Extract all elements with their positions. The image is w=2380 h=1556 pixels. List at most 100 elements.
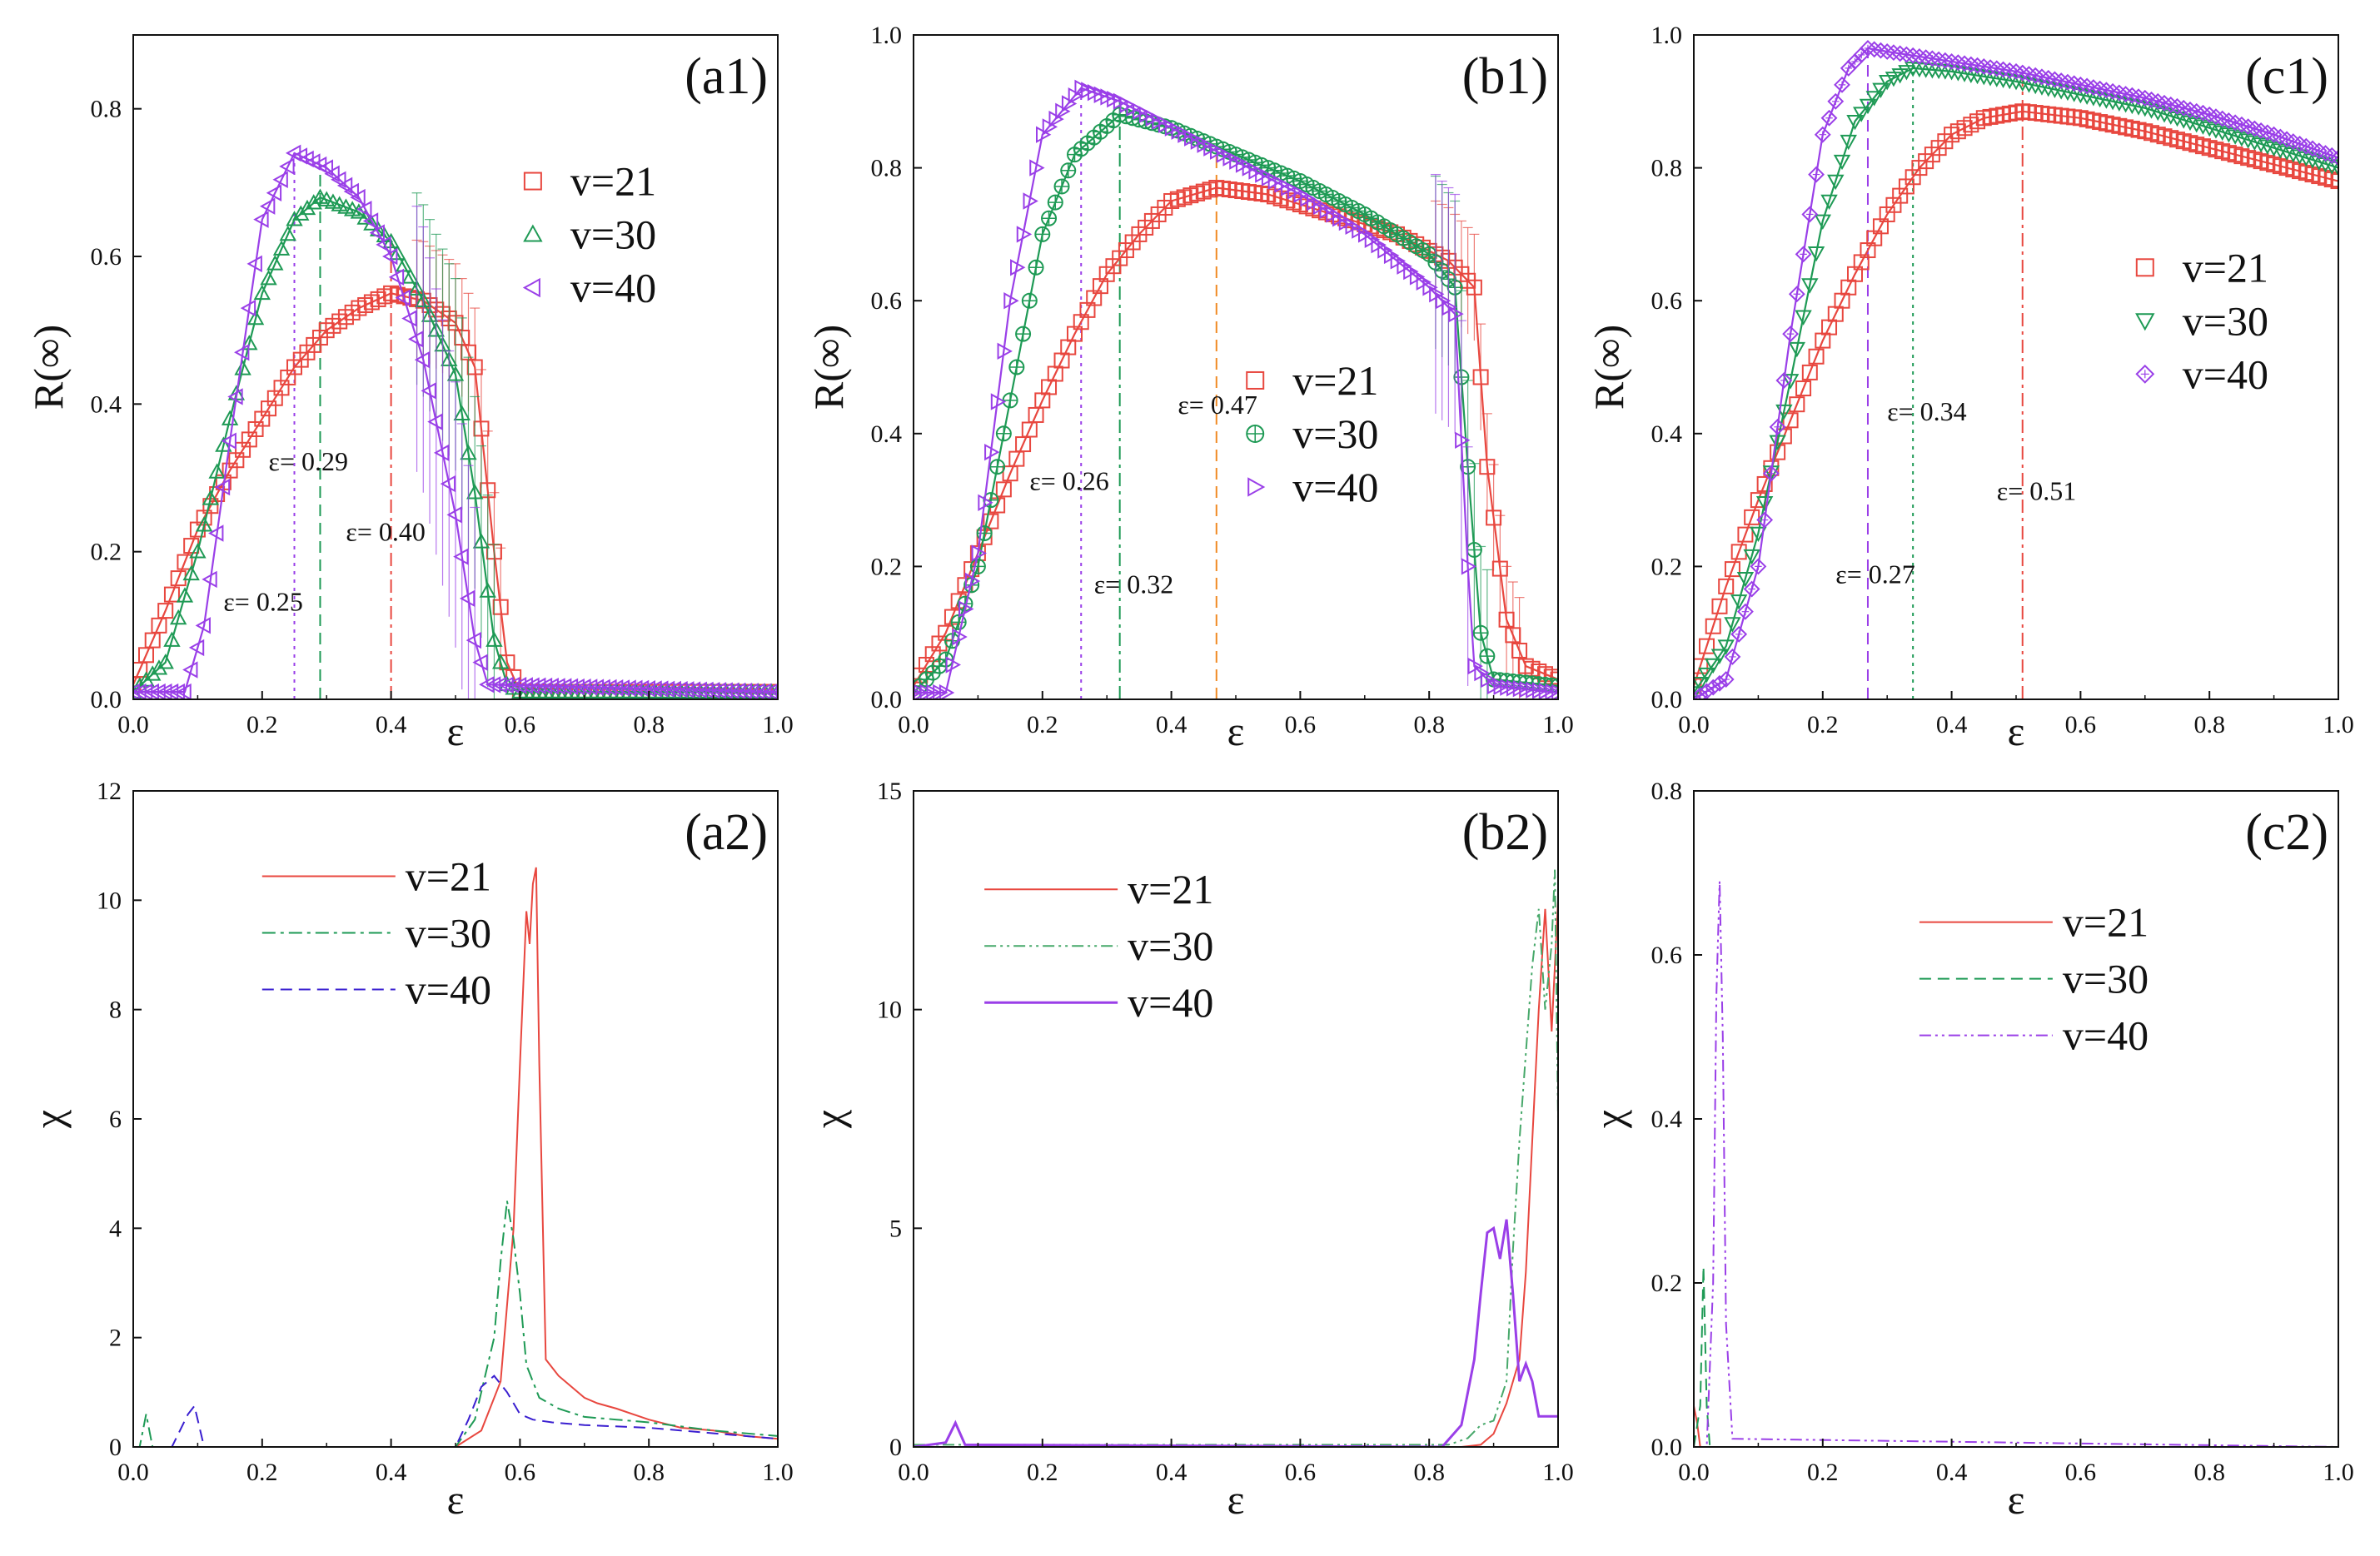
point-c1-v=40-55-shape [2039,69,2057,87]
point-a1-v=40-34 [343,182,359,201]
point-c1-v=40-48-shape [1994,61,2012,78]
point-b1-v=40-85 [1455,431,1471,449]
point-b1-v=40-10 [971,544,987,562]
point-a1-v=40-44 [408,331,424,348]
point-a1-v=30-57 [491,654,510,669]
legend-marker-c1-0 [2135,258,2154,277]
point-c1-v=40-0-shape [1694,691,1702,699]
point-c1-v=30-26 [1853,107,1870,122]
point-c1-v=30-30 [1879,75,1896,91]
point-c1-v=40-64-shape [2098,82,2115,99]
point-a1-v=40-31 [324,165,340,182]
point-c1-v=40-12-cross [1767,470,1775,477]
point-b1-v=30-23-cross [1054,179,1069,194]
ylabel-b1: R(∞) [805,325,852,410]
point-b1-v=30-88 [1472,624,1489,641]
point-c1-v=40-39-shape [1936,52,1954,69]
point-a1-v=30-56 [485,631,503,647]
point-c1-v=30-0 [1694,686,1703,699]
ytick-label-a1-4: 0.8 [91,96,122,123]
xlabel-a2: ε [447,1476,465,1523]
point-a1-v=21-53 [466,359,483,375]
point-c1-v=40-69-shape [2130,88,2147,106]
legend-label-b1-2: v=40 [1292,464,1378,510]
point-c1-v=40-4-shape [1711,674,1728,692]
xtick-label-b1-0: 0.0 [898,711,929,738]
legend-marker-b1-0 [1246,370,1265,390]
legend-marker-c1-2-shape [2135,364,2155,384]
point-c1-v=40-18-shape [1801,206,1819,223]
point-c1-v=40-10 [1750,558,1767,575]
xtick-label-b2-5: 1.0 [1542,1459,1574,1486]
ytick-label-c2-1: 0.2 [1651,1270,1683,1297]
point-c1-v=40-58-shape [2059,73,2076,91]
point-c1-v=21-17 [1795,380,1812,397]
point-c1-v=40-9 [1743,580,1760,598]
point-c1-v=40-8 [1737,603,1754,620]
point-c1-v=40-15-cross [1786,330,1795,338]
axes-frame-c2 [1693,790,2339,1448]
point-c1-v=30-100 [2329,161,2338,177]
ytick-label-b1-2: 0.4 [871,420,903,448]
point-c1-v=40-67-shape [2117,86,2134,102]
point-c1-v=40-14-shape [1775,372,1793,389]
point-a1-v=40-35 [350,188,366,206]
xtick-label-c1-0: 0.0 [1678,711,1710,738]
point-a1-v=40-10 [188,639,205,657]
ytick-label-b2-0: 0 [889,1434,902,1461]
point-a1-v=40-12 [202,570,217,589]
annotation-b1-2: ε= 0.32 [1094,569,1173,599]
point-a1-v=40-40 [382,247,398,266]
point-c1-v=30-57 [2052,84,2070,100]
legend-label-c2-2: v=40 [2063,1012,2148,1059]
xtick-label-a1-4: 0.8 [633,711,665,738]
point-c1-v=40-100-shape [2330,149,2338,167]
legend-marker-c1-2 [2135,364,2155,384]
point-c1-v=30-2 [1698,667,1715,684]
xtick-label-c1-2: 0.4 [1936,711,1968,738]
point-b1-v=30-15 [1002,392,1018,409]
point-c1-v=40-22 [1827,92,1845,110]
point-c1-v=21-11 [1756,475,1773,492]
point-a1-v=40-11 [195,617,211,634]
point-b1-v=30-7-cross [951,614,966,629]
point-c1-v=40-56-shape [2046,71,2064,88]
point-c1-v=30-18 [1801,278,1819,294]
point-c1-v=40-61-shape [2079,77,2096,95]
point-c1-v=21-6 [1724,561,1740,578]
point-b1-v=30-24 [1060,162,1077,179]
point-c1-v=40-24-cross [1845,64,1853,72]
point-c1-v=30-51 [2014,76,2031,92]
point-b1-v=40-19 [1029,159,1045,176]
point-c1-v=30-71 [2143,103,2160,119]
xtick-label-c1-4: 0.8 [2193,711,2225,738]
xtick-label-a1-1: 0.2 [246,711,278,738]
point-c1-v=40-37-shape [1924,50,1941,67]
point-c1-v=40-19-cross [1812,171,1820,178]
point-c1-v=30-44 [1969,68,1986,85]
xtick-label-c2-4: 0.8 [2193,1459,2225,1486]
point-b1-v=30-22 [1047,194,1063,211]
point-b1-v=30-24-cross [1061,163,1076,178]
point-b1-v=40-8 [958,600,974,618]
legend-label-a1-0: v=21 [570,158,656,205]
point-a1-v=21-8 [177,554,193,570]
point-c1-v=30-74 [2162,109,2179,125]
xlabel-c2: ε [2008,1476,2025,1523]
point-b1-v=30-89 [1479,648,1496,664]
point-a1-v=40-8 [176,683,192,699]
point-a1-v=40-22 [266,184,282,201]
point-c1-v=21-3 [1705,618,1721,634]
point-b1-v=40-17 [1016,226,1033,243]
point-a1-v=30-23 [272,240,291,256]
ytick-label-c1-2: 0.4 [1651,420,1683,448]
legend-c1: v=21 v=30 v=40 [2135,244,2268,397]
point-c1-v=40-21 [1820,109,1838,127]
point-c1-v=30-32 [1891,68,1909,84]
series-line-a2-v=40 [133,1375,778,1447]
point-c1-v=40-78-shape [2188,102,2205,120]
point-c1-v=30-53 [2027,78,2044,95]
xtick-label-c1-5: 1.0 [2323,711,2354,738]
ytick-label-a2-2: 4 [109,1215,122,1242]
